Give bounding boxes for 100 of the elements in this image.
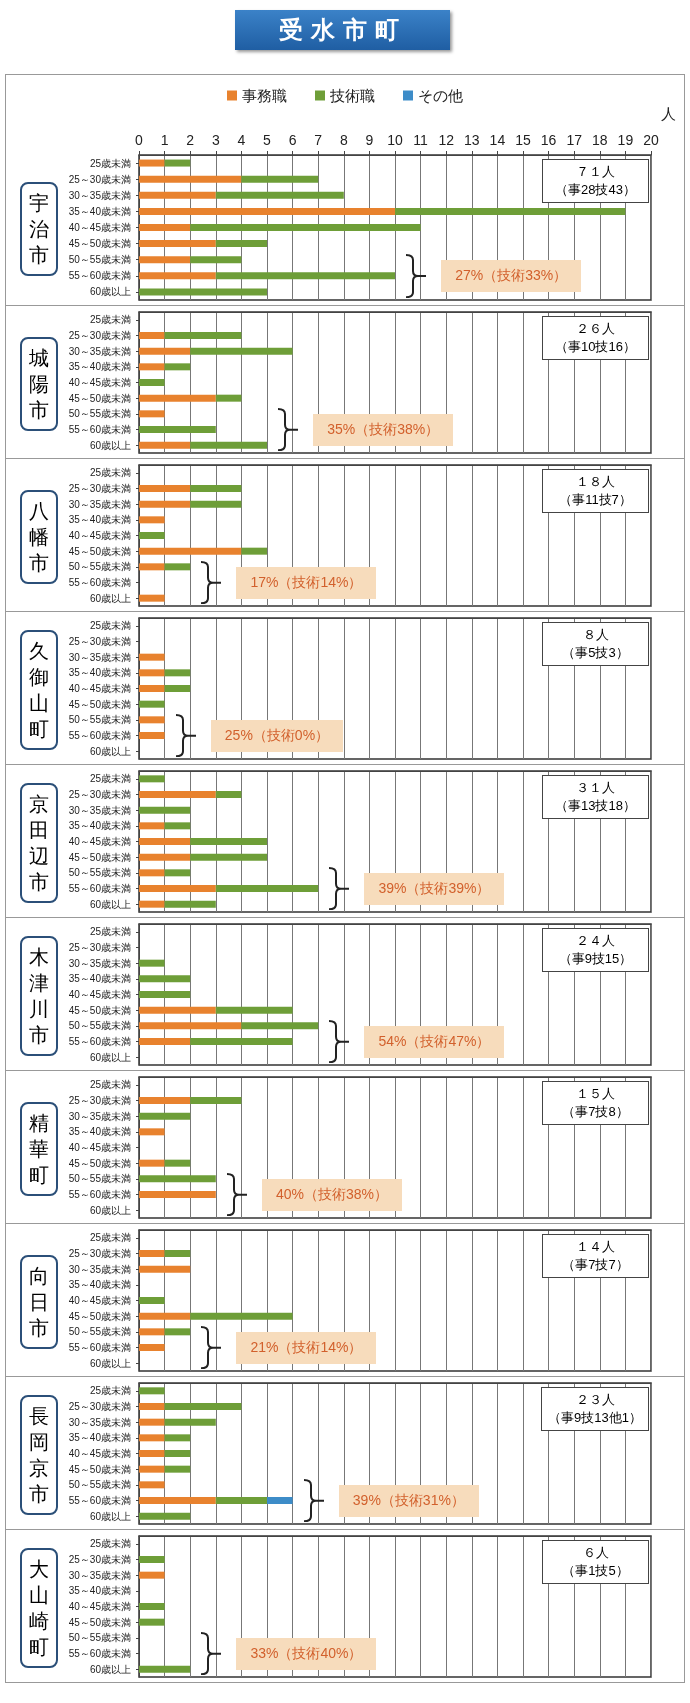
y-tick-label: 25～30歳未満: [68, 330, 131, 341]
bar: [215, 191, 344, 199]
y-axis-title: 向日市: [28, 1263, 50, 1341]
y-tick-label: 25歳未満: [89, 467, 131, 479]
bar: [215, 240, 267, 248]
y-tick-label: 25～30歳未満: [68, 1095, 131, 1106]
annotation: ３１人: [575, 779, 616, 797]
y-tick-label: 50～55歳未満: [68, 1632, 131, 1644]
y-tick-label: 35～40歳未満: [68, 1585, 131, 1597]
bar: [164, 1434, 191, 1442]
bar: [139, 485, 191, 492]
bar: [164, 159, 191, 167]
y-tick-label: 60歳以上: [89, 745, 131, 757]
y-tick-label: 50～55歳未満: [68, 1020, 131, 1032]
y-tick-label: 60歳以上: [89, 1204, 131, 1216]
bar: [139, 175, 242, 183]
x-tick-label: 12: [438, 132, 455, 148]
bar: [139, 224, 191, 231]
bar: [139, 806, 191, 814]
y-tick-label: 30～35歳未満: [68, 1416, 131, 1428]
annotation: （事28技43）: [554, 181, 637, 199]
y-tick-label: 60歳以上: [89, 1663, 131, 1675]
bar: [139, 838, 191, 845]
y-tick-label: 45～50歳未満: [68, 1310, 131, 1322]
bar: [267, 1497, 293, 1504]
y-tick-label: 55～60歳未満: [68, 1342, 131, 1353]
chart-title: 受水市町: [235, 10, 450, 50]
annotation: （事10技16）: [554, 338, 637, 356]
y-tick-label: 55～60歳未満: [68, 270, 131, 282]
annotation: １８人: [575, 473, 616, 491]
annotation: １４人: [575, 1238, 616, 1256]
bar: [164, 1418, 216, 1426]
y-tick-label: 30～35歳未満: [68, 1263, 131, 1275]
x-tick-label: 16: [540, 132, 557, 148]
x-tick-label: 7: [314, 132, 323, 148]
y-tick-label: 45～50歳未満: [68, 392, 131, 404]
y-tick-label: 30～35歳未満: [68, 1110, 131, 1122]
bar: [164, 363, 191, 371]
annotation: ６人: [581, 1544, 610, 1562]
bar: [139, 332, 165, 339]
bar: [215, 885, 319, 892]
y-tick-label: 55～60歳未満: [68, 424, 131, 435]
x-tick-label: 2: [186, 132, 195, 148]
bar: [241, 1022, 319, 1030]
annotation: ８人: [581, 626, 610, 644]
bar: [164, 1465, 191, 1473]
y-tick-label: 50～55歳未満: [68, 1173, 131, 1185]
bar: [190, 224, 421, 231]
legend-label: 事務職: [242, 87, 287, 104]
bar: [139, 900, 165, 908]
bar: [139, 1418, 165, 1426]
y-tick-label: 25～30歳未満: [68, 173, 131, 185]
bar: [164, 563, 191, 571]
bar: [139, 1175, 216, 1183]
x-tick-label: 19: [617, 132, 634, 148]
bar: [139, 991, 191, 998]
y-tick-label: 25歳未満: [89, 1538, 131, 1550]
legend-label: その他: [418, 87, 463, 104]
y-tick-label: 45～50歳未満: [68, 698, 131, 710]
bar: [139, 1497, 216, 1504]
bar: [139, 822, 165, 830]
y-tick-label: 35～40歳未満: [68, 667, 131, 679]
y-tick-label: 25歳未満: [89, 1079, 131, 1091]
y-tick-label: 25～30歳未満: [68, 1248, 131, 1259]
y-tick-label: 30～35歳未満: [68, 957, 131, 969]
y-tick-label: 35～40歳未満: [68, 361, 131, 373]
y-tick-label: 50～55歳未満: [68, 867, 131, 879]
y-tick-label: 45～50歳未満: [68, 1616, 131, 1628]
bar: [139, 347, 191, 355]
x-tick-label: 15: [515, 132, 531, 148]
y-tick-label: 30～35歳未満: [68, 498, 131, 510]
bar: [139, 191, 216, 199]
annotation: 25%（技術0%）: [210, 719, 344, 752]
bar: [139, 394, 216, 402]
y-tick-label: 60歳以上: [89, 439, 131, 451]
y-tick-label: 30～35歳未満: [68, 345, 131, 357]
bar: [139, 532, 165, 539]
x-tick-label: 1: [160, 132, 169, 148]
bar: [395, 207, 626, 215]
bar: [139, 1006, 216, 1014]
annotation: 39%（技術39%）: [364, 872, 505, 905]
y-tick-label: 35～40歳未満: [68, 1279, 131, 1291]
y-tick-label: 50～55歳未満: [68, 1326, 131, 1338]
annotation: ２３人: [574, 1391, 616, 1409]
bar: [139, 547, 242, 555]
bar: [139, 1434, 165, 1442]
y-tick-label: 60歳以上: [89, 1051, 131, 1063]
annotation: ２４人: [575, 932, 616, 950]
bar: [139, 379, 165, 386]
y-tick-label: 45～50歳未満: [68, 238, 131, 250]
y-tick-label: 25～30歳未満: [68, 1401, 131, 1412]
annotation: 27%（技術33%）: [441, 259, 582, 292]
bar: [139, 959, 165, 967]
bar: [190, 347, 293, 355]
y-tick-label: 55～60歳未満: [68, 577, 131, 588]
annotation: 17%（技術14%）: [236, 566, 377, 599]
y-tick-label: 50～55歳未満: [68, 408, 131, 420]
x-tick-label: 6: [288, 132, 297, 148]
y-tick-label: 30～35歳未満: [68, 804, 131, 816]
x-tick-label: 3: [211, 132, 220, 148]
